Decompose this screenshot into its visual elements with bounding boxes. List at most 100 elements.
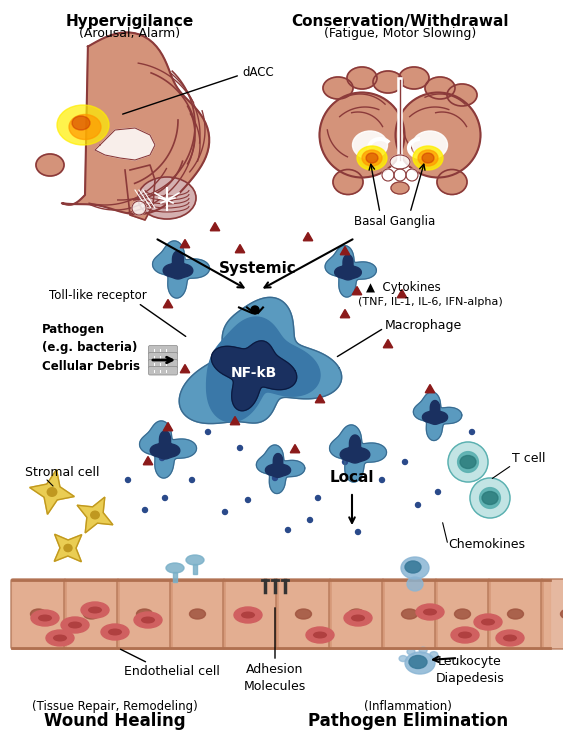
Polygon shape <box>334 255 361 280</box>
Circle shape <box>382 169 394 181</box>
Ellipse shape <box>61 617 89 633</box>
Polygon shape <box>340 247 350 255</box>
Text: Stromal cell: Stromal cell <box>25 465 100 479</box>
Ellipse shape <box>101 624 129 640</box>
Text: NF-kB: NF-kB <box>231 366 277 380</box>
Text: Macrophage: Macrophage <box>385 318 462 332</box>
Ellipse shape <box>373 71 403 93</box>
FancyBboxPatch shape <box>382 579 437 649</box>
Ellipse shape <box>166 563 184 573</box>
Circle shape <box>222 509 227 515</box>
Ellipse shape <box>347 67 377 89</box>
Ellipse shape <box>413 131 448 159</box>
Polygon shape <box>315 394 325 403</box>
Circle shape <box>342 459 347 465</box>
Polygon shape <box>140 421 196 478</box>
Ellipse shape <box>413 146 443 170</box>
Ellipse shape <box>190 609 205 619</box>
FancyBboxPatch shape <box>11 579 66 649</box>
FancyBboxPatch shape <box>117 579 172 649</box>
Text: Adhesion
Molecules: Adhesion Molecules <box>244 663 306 693</box>
Ellipse shape <box>296 609 311 619</box>
Circle shape <box>307 518 312 522</box>
Polygon shape <box>95 128 155 160</box>
Ellipse shape <box>352 616 364 621</box>
Circle shape <box>142 507 148 512</box>
Circle shape <box>470 430 475 435</box>
Ellipse shape <box>391 182 409 194</box>
Polygon shape <box>125 165 155 220</box>
Polygon shape <box>180 240 190 248</box>
Polygon shape <box>230 417 240 425</box>
Circle shape <box>190 477 194 483</box>
Ellipse shape <box>419 647 427 653</box>
Polygon shape <box>77 497 113 533</box>
Polygon shape <box>413 392 462 441</box>
Ellipse shape <box>142 617 154 623</box>
Text: Toll-like receptor: Toll-like receptor <box>49 288 147 302</box>
Polygon shape <box>340 435 370 463</box>
Ellipse shape <box>405 652 435 674</box>
Ellipse shape <box>407 577 423 591</box>
Ellipse shape <box>242 613 254 618</box>
Ellipse shape <box>399 656 407 662</box>
Ellipse shape <box>89 607 101 613</box>
FancyBboxPatch shape <box>435 579 490 649</box>
Text: dACC: dACC <box>242 66 274 79</box>
Ellipse shape <box>422 153 434 163</box>
Ellipse shape <box>186 555 204 565</box>
Ellipse shape <box>333 170 363 194</box>
Text: Pathogen
(e.g. bacteria)
Cellular Debris: Pathogen (e.g. bacteria) Cellular Debris <box>42 323 140 373</box>
Polygon shape <box>352 287 362 295</box>
Ellipse shape <box>447 84 477 106</box>
Ellipse shape <box>482 619 494 624</box>
FancyBboxPatch shape <box>149 353 177 361</box>
Ellipse shape <box>319 93 404 178</box>
Circle shape <box>132 201 146 215</box>
Ellipse shape <box>314 632 327 638</box>
Ellipse shape <box>425 77 455 99</box>
Circle shape <box>163 495 168 500</box>
Ellipse shape <box>507 609 524 619</box>
Text: Chemokines: Chemokines <box>448 539 525 551</box>
Ellipse shape <box>418 150 438 166</box>
Ellipse shape <box>390 155 410 169</box>
Ellipse shape <box>39 616 51 621</box>
Polygon shape <box>54 534 82 562</box>
Text: (Arousal, Alarm): (Arousal, Alarm) <box>79 27 181 40</box>
Ellipse shape <box>81 602 109 618</box>
Circle shape <box>406 169 418 181</box>
Polygon shape <box>329 425 386 482</box>
Bar <box>12 580 550 648</box>
Text: (Fatigue, Motor Slowing): (Fatigue, Motor Slowing) <box>324 27 476 40</box>
Ellipse shape <box>366 153 378 163</box>
Circle shape <box>245 498 251 503</box>
Polygon shape <box>163 423 173 431</box>
Ellipse shape <box>36 154 64 176</box>
Ellipse shape <box>395 93 480 178</box>
Circle shape <box>448 442 488 482</box>
Circle shape <box>379 477 385 483</box>
Text: Basal Ganglia: Basal Ganglia <box>354 215 436 228</box>
Circle shape <box>251 306 259 314</box>
Polygon shape <box>163 251 193 279</box>
Polygon shape <box>325 246 376 297</box>
Ellipse shape <box>357 146 387 170</box>
Ellipse shape <box>72 116 90 130</box>
Polygon shape <box>340 309 350 317</box>
Ellipse shape <box>451 627 479 643</box>
Circle shape <box>126 477 131 483</box>
Bar <box>173 572 177 582</box>
Polygon shape <box>235 244 245 252</box>
Ellipse shape <box>416 604 444 620</box>
Circle shape <box>458 452 479 472</box>
Ellipse shape <box>407 648 415 654</box>
FancyBboxPatch shape <box>223 579 278 649</box>
Circle shape <box>394 169 406 181</box>
Text: Wound Healing: Wound Healing <box>44 712 186 730</box>
Ellipse shape <box>344 610 372 626</box>
Polygon shape <box>265 453 291 477</box>
Ellipse shape <box>243 609 258 619</box>
Polygon shape <box>210 223 220 231</box>
Ellipse shape <box>424 610 436 615</box>
